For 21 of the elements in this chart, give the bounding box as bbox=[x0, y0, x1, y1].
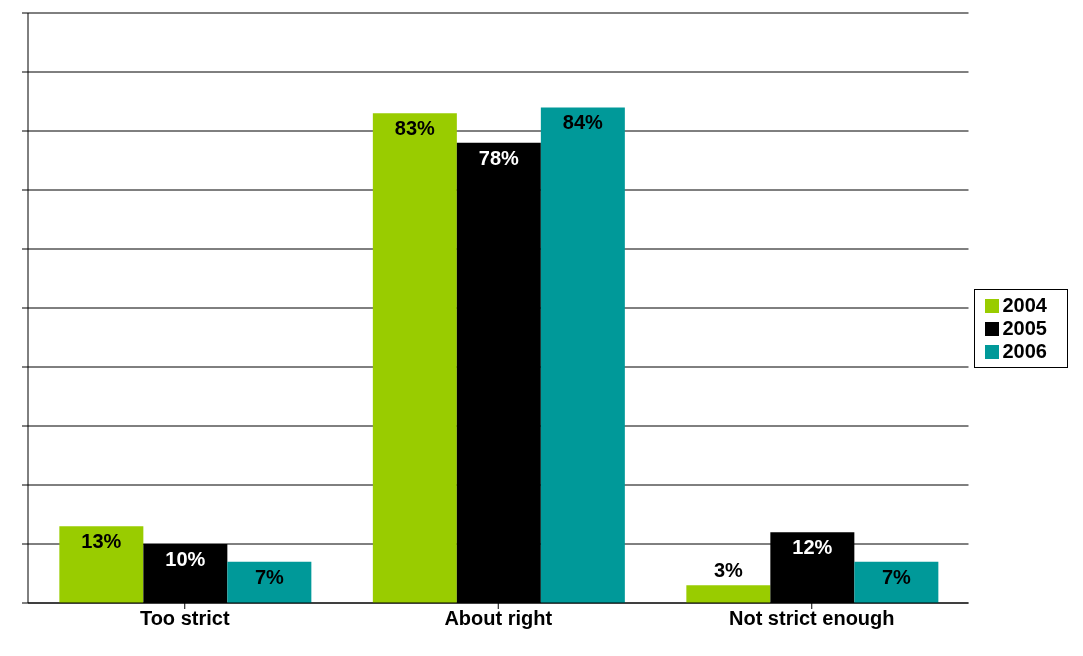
x-tick-label: Too strict bbox=[139, 607, 230, 630]
data-label: 7% bbox=[254, 565, 285, 588]
x-tick-label: Not strict enough bbox=[728, 607, 895, 630]
data-label: 78% bbox=[478, 146, 520, 169]
x-tick-label: About right bbox=[444, 607, 553, 630]
legend-label: 2004 bbox=[1002, 293, 1047, 316]
legend-label: 2006 bbox=[1002, 339, 1047, 362]
data-label: 83% bbox=[394, 117, 436, 140]
data-label: 12% bbox=[792, 536, 833, 559]
bar bbox=[686, 585, 771, 603]
data-label: 13% bbox=[81, 530, 122, 553]
data-label: 10% bbox=[165, 548, 206, 570]
data-label: 3% bbox=[713, 559, 744, 582]
bar bbox=[854, 561, 939, 603]
data-label: 84% bbox=[562, 111, 604, 134]
legend-label: 2005 bbox=[1002, 316, 1047, 339]
bar bbox=[227, 561, 312, 603]
data-label: 7% bbox=[881, 565, 912, 588]
bar bbox=[540, 107, 625, 603]
bar bbox=[372, 113, 457, 603]
bar bbox=[59, 526, 144, 603]
